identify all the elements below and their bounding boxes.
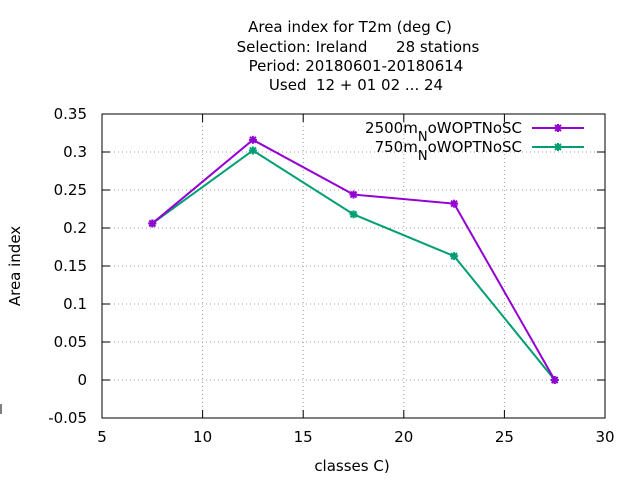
legend-name-main: 750m bbox=[375, 138, 418, 156]
legend-name-rest: oWOPTNoSC bbox=[428, 119, 522, 137]
series-1-point bbox=[248, 135, 257, 144]
plot-frame bbox=[101, 113, 606, 419]
y-tick-label: 0.25 bbox=[54, 181, 87, 199]
legend-name-main: 2500m bbox=[365, 119, 418, 137]
series-1-point bbox=[349, 190, 358, 199]
series-1-point bbox=[148, 219, 157, 228]
title-line-3: Period: 20180601-20180614 bbox=[249, 57, 464, 75]
series-2-point bbox=[450, 252, 459, 261]
legend-marker-2 bbox=[554, 143, 562, 151]
y-tick-label: -0.05 bbox=[48, 409, 87, 427]
legend-marker-1 bbox=[554, 124, 562, 132]
x-axis-title: classes C) bbox=[314, 457, 389, 475]
series-line-1 bbox=[151, 138, 556, 381]
legend-name-rest: oWOPTNoSC bbox=[428, 138, 522, 156]
series-1-point bbox=[550, 376, 559, 384]
y-tick-label: 0.2 bbox=[63, 219, 87, 237]
y-tick-label: 0.3 bbox=[63, 143, 87, 161]
y-axis-title: Area index bbox=[6, 226, 24, 306]
x-tick-label: 30 bbox=[595, 428, 614, 446]
x-tick-label: 20 bbox=[394, 428, 413, 446]
x-tick-label: 15 bbox=[294, 428, 313, 446]
grid bbox=[102, 114, 605, 418]
series-line-2 bbox=[151, 149, 556, 381]
legend-name-sub: N bbox=[418, 149, 428, 164]
title-line-4: Used 12 + 01 02 ... 24 bbox=[269, 76, 443, 94]
axis-ticks: -0.05 0 0.05 0.1 0.15 0.2 0.25 0.3 0.35 5 10 15 20 25… bbox=[48, 105, 614, 446]
series-2-point bbox=[349, 210, 358, 219]
legend-label-2: 750mNoWOPTNoSC bbox=[375, 138, 522, 164]
legend-label-1: 2500mNoWOPTNoSC bbox=[365, 119, 522, 145]
y-tick-label: 0 bbox=[77, 371, 87, 389]
y-tick-label: 0.05 bbox=[54, 333, 87, 351]
title-line-1: Area index for T2m (deg C) bbox=[248, 18, 452, 36]
x-tick-label: 5 bbox=[97, 428, 107, 446]
series-lines bbox=[148, 135, 559, 384]
x-tick-label: 25 bbox=[495, 428, 514, 446]
chart-title: Area index for T2m (deg C) Selection: Ir… bbox=[237, 18, 480, 94]
series-2-point bbox=[248, 146, 257, 155]
y-tick-label: 0.35 bbox=[54, 105, 87, 123]
y-tick-label: 0.15 bbox=[54, 257, 87, 275]
legend-name-sub: N bbox=[418, 130, 428, 145]
x-tick-label: 10 bbox=[193, 428, 212, 446]
series-1-point bbox=[450, 199, 459, 208]
y-tick-label: 0.1 bbox=[63, 295, 87, 313]
title-line-2: Selection: Ireland 28 stations bbox=[237, 38, 480, 56]
